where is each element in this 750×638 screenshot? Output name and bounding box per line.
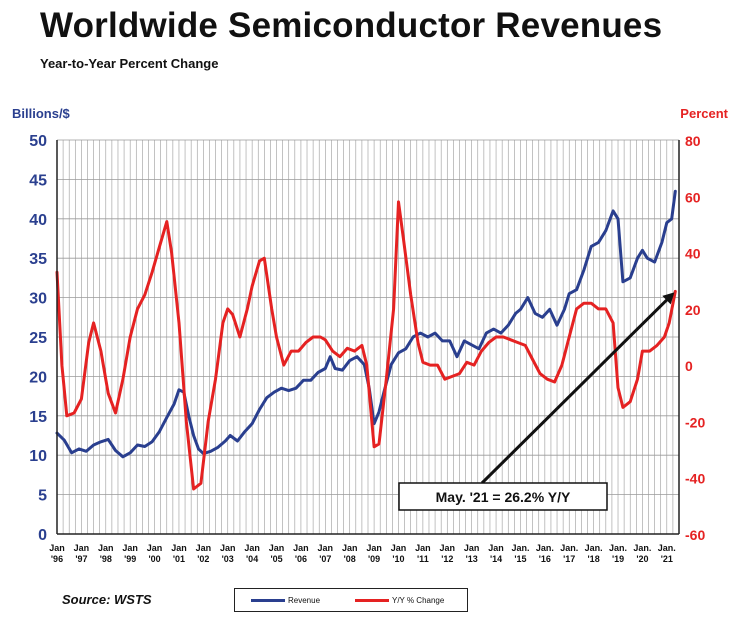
x-tick-label-month: Jan (147, 543, 163, 553)
y-tick-label-left: 30 (29, 291, 47, 308)
legend: Revenue Y/Y % Change (234, 588, 468, 612)
axes-layer (56, 140, 680, 535)
x-tick-label-month: Jan (415, 543, 431, 553)
x-tick-label-year: '00 (148, 554, 160, 564)
y-tick-label-right: 60 (685, 189, 701, 205)
legend-item-yoy: Y/Y % Change (355, 593, 444, 607)
x-tick-label-year: '03 (222, 554, 234, 564)
x-tick-label-month: Jan (293, 543, 309, 553)
x-tick-label-month: Jan (171, 543, 187, 553)
x-tick-label-year: '04 (246, 554, 258, 564)
annotation-box (398, 482, 608, 511)
chart-subtitle: Year-to-Year Percent Change (40, 56, 219, 71)
y-tick-label-left: 0 (38, 527, 47, 544)
y-tick-label-right: -20 (685, 414, 705, 430)
x-tick-label-year: '18 (588, 554, 600, 564)
x-tick-label-month: Jan. (536, 543, 554, 553)
y-tick-label-right: 0 (685, 358, 693, 374)
x-tick-label-year: '19 (612, 554, 624, 564)
x-tick-label-month: Jan (366, 543, 382, 553)
x-tick-label-month: Jan (464, 543, 480, 553)
x-tick-label-year: '08 (344, 554, 356, 564)
x-tick-label-year: '98 (100, 554, 112, 564)
y-tick-label-left: 25 (29, 330, 47, 347)
x-tick-label-month: Jan. (633, 543, 651, 553)
grid-layer (56, 139, 680, 535)
y-tick-label-left: 5 (38, 488, 47, 505)
x-tick-label-month: Jan (488, 543, 504, 553)
legend-item-revenue: Revenue (251, 593, 320, 607)
y-tick-label-left: 40 (29, 212, 47, 229)
x-tick-label-year: '12 (441, 554, 453, 564)
y-tick-label-left: 15 (29, 409, 47, 426)
y-tick-label-left: 10 (29, 448, 47, 465)
legend-swatch-revenue (251, 598, 285, 602)
x-tick-label-year: '01 (173, 554, 185, 564)
legend-label-revenue: Revenue (288, 595, 321, 605)
y-tick-label-right: -40 (685, 471, 705, 487)
x-tick-label-year: '10 (392, 554, 404, 564)
x-tick-label-year: '96 (51, 554, 63, 564)
legend-swatch-yoy (355, 598, 389, 602)
x-tick-label-month: Jan (122, 543, 138, 553)
x-tick-label-year: '20 (636, 554, 648, 564)
x-tick-label-month: Jan (244, 543, 260, 553)
annotation-label: May. '21 = 26.2% Y/Y (436, 489, 571, 505)
chart-title: Worldwide Semiconductor Revenues (40, 6, 663, 45)
x-tick-label-year: '02 (197, 554, 209, 564)
y-tick-label-right: 80 (685, 133, 701, 149)
x-tick-label-year: '15 (514, 554, 526, 564)
series-line-revenue (55, 189, 677, 459)
x-tick-label-year: '17 (563, 554, 575, 564)
annotation-arrow-line (480, 293, 674, 485)
x-tick-label-month: Jan (318, 543, 334, 553)
y-axis-title-right: Percent (680, 106, 728, 121)
x-tick-label-year: '99 (124, 554, 136, 564)
x-tick-label-month: Jan. (511, 543, 529, 553)
x-tick-label-year: '05 (270, 554, 282, 564)
x-tick-label-year: '09 (368, 554, 380, 564)
y-tick-label-left: 50 (29, 133, 47, 150)
x-tick-label-month: Jan (342, 543, 358, 553)
x-tick-label-month: Jan. (658, 543, 676, 553)
annotation-arrowhead (662, 292, 675, 305)
labels-layer: 0 5 10 15 20 25 30 35 40 45 50 -60 -40 -20 0 20 40 60 80 Bi… (12, 106, 729, 564)
y-tick-label-right: 20 (685, 302, 701, 318)
x-tick-label-year: '21 (661, 554, 673, 564)
x-tick-label-year: '06 (295, 554, 307, 564)
y-tick-label-left: 20 (29, 369, 47, 386)
series-line-yoy (55, 200, 677, 491)
y-axis-title-left: Billions/$ (12, 106, 71, 121)
x-tick-label-year: '07 (319, 554, 331, 564)
legend-label-yoy: Y/Y % Change (392, 595, 445, 605)
x-tick-label-month: Jan (196, 543, 212, 553)
x-tick-label-month: Jan (440, 543, 456, 553)
source-note: Source: WSTS (62, 592, 152, 607)
x-tick-label-month: Jan (391, 543, 407, 553)
x-tick-label-month: Jan. (560, 543, 578, 553)
x-tick-label-month: Jan (269, 543, 285, 553)
x-tick-label-month: Jan (98, 543, 114, 553)
y-tick-label-left: 35 (29, 251, 47, 268)
x-tick-label-year: '11 (417, 554, 429, 564)
x-tick-label-year: '13 (466, 554, 478, 564)
x-tick-label-month: Jan. (585, 543, 603, 553)
y-tick-label-left: 45 (29, 172, 47, 189)
x-tick-label-year: '16 (539, 554, 551, 564)
annotation-layer: May. '21 = 26.2% Y/Y (398, 292, 675, 511)
x-tick-label-year: '97 (75, 554, 87, 564)
x-tick-label-month: Jan (49, 543, 65, 553)
x-tick-label-month: Jan (220, 543, 236, 553)
x-tick-label-year: '14 (490, 554, 502, 564)
series-layer (55, 189, 677, 491)
y-tick-label-right: -60 (685, 527, 705, 543)
x-tick-label-month: Jan (74, 543, 90, 553)
y-tick-label-right: 40 (685, 246, 701, 262)
x-tick-label-month: Jan. (609, 543, 627, 553)
